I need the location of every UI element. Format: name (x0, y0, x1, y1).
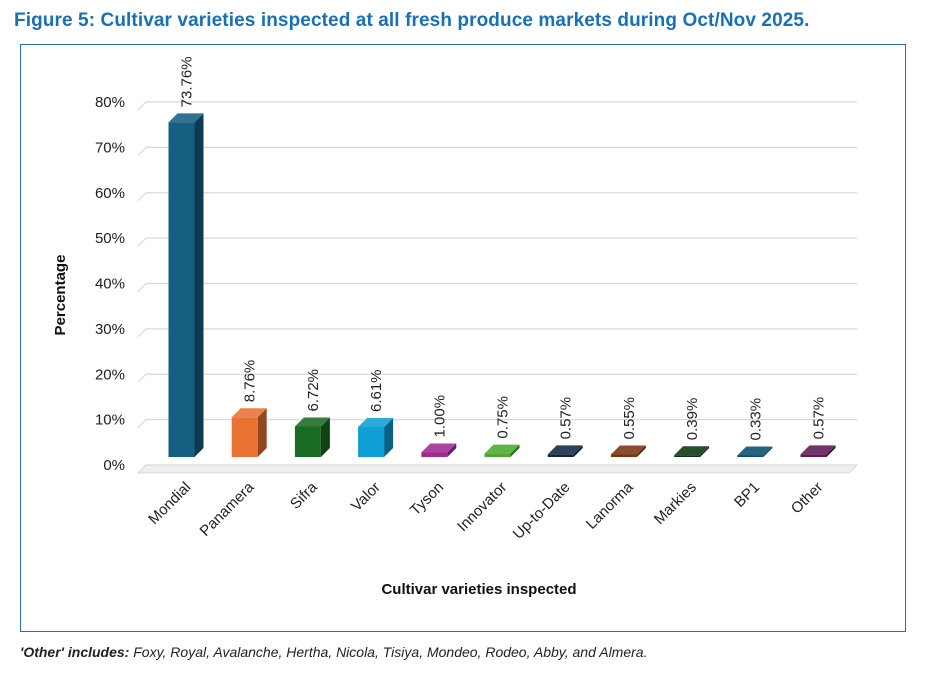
bar (484, 453, 511, 457)
gridline (137, 419, 857, 429)
y-tick-label: 80% (95, 94, 125, 111)
bar (421, 452, 448, 457)
gridline (137, 192, 857, 202)
x-tick-label: Up-to-Date (510, 479, 574, 543)
gridline (137, 328, 857, 338)
bar-top (358, 418, 394, 428)
bar (231, 417, 258, 457)
gridline (137, 282, 857, 292)
y-tick-label: 0% (103, 457, 125, 474)
bar-side (384, 418, 394, 457)
bar (674, 455, 701, 457)
data-label: 0.57% (811, 397, 828, 440)
bar-chart: 0% 10% 20% 30% 40% 50% 60% 70% 80% 73.76% Mondial 8… (52, 56, 859, 598)
y-tick-label: 40% (95, 276, 125, 293)
x-tick-label: Lanorma (583, 478, 637, 532)
gridline (137, 146, 857, 156)
y-tick-label: 50% (95, 230, 125, 247)
x-tick-label: Panamera (197, 478, 258, 539)
x-tick-label: Other (788, 479, 827, 518)
data-label: 0.57% (558, 397, 575, 440)
bar-top (547, 445, 583, 455)
bar-side (573, 445, 583, 457)
bar (610, 454, 637, 457)
bar-side (194, 113, 204, 458)
footnote: 'Other' includes: Foxy, Royal, Avalanche… (20, 644, 647, 660)
bar (800, 454, 827, 457)
bar-side (826, 445, 836, 457)
bar-side (447, 443, 457, 457)
chart-frame: 0% 10% 20% 30% 40% 50% 60% 70% 80% 73.76% Mondial 8… (20, 44, 906, 632)
data-label: 6.72% (305, 369, 322, 412)
x-tick-label: Mondial (145, 479, 194, 528)
data-label: 73.76% (179, 56, 196, 107)
x-tick-label: Tyson (407, 479, 447, 519)
bar (294, 426, 321, 457)
bar-side (320, 417, 330, 457)
x-axis-title: Cultivar varieties inspected (381, 581, 576, 598)
bar-side (700, 446, 710, 457)
gridline (137, 373, 857, 383)
bar-side (636, 445, 646, 457)
y-axis-title: Percentage (52, 255, 69, 336)
bar (737, 455, 764, 457)
y-tick-label: 30% (95, 321, 125, 338)
bar-side (510, 444, 520, 457)
bar (168, 122, 195, 458)
bar-top (168, 113, 204, 123)
bar-top (294, 417, 330, 427)
bar-top (737, 446, 773, 456)
bar-top (674, 446, 710, 456)
bar-top (421, 443, 457, 453)
x-tick-label: Markies (651, 479, 700, 528)
bar (358, 427, 385, 457)
footnote-lead: 'Other' includes: (20, 644, 130, 660)
data-label: 0.33% (747, 398, 764, 441)
data-label: 0.39% (684, 398, 701, 441)
x-tick-label: Innovator (454, 479, 510, 535)
gridline (137, 101, 857, 111)
x-tick-label: BP1 (731, 479, 763, 511)
footnote-text: Foxy, Royal, Avalanche, Hertha, Nicola, … (129, 644, 648, 660)
x-tick-label: Valor (348, 479, 384, 515)
y-tick-label: 70% (95, 139, 125, 156)
data-label: 1.00% (431, 395, 448, 438)
bar (547, 454, 574, 457)
data-label: 8.76% (242, 360, 259, 403)
y-tick-label: 20% (95, 366, 125, 383)
gridline (137, 237, 857, 247)
figure-title: Figure 5: Cultivar varieties inspected a… (14, 10, 810, 31)
x-tick-label: Sifra (287, 478, 321, 512)
bar-top (610, 445, 646, 455)
data-label: 0.55% (621, 397, 638, 440)
chart-floor (136, 464, 859, 474)
bar-top (231, 408, 267, 418)
bar-top (484, 444, 520, 454)
data-label: 0.75% (495, 396, 512, 439)
bar-side (763, 446, 773, 457)
bar-side (257, 408, 267, 457)
y-tick-label: 10% (95, 412, 125, 429)
data-label: 6.61% (368, 369, 385, 412)
bar-top (800, 445, 836, 455)
y-tick-label: 60% (95, 185, 125, 202)
